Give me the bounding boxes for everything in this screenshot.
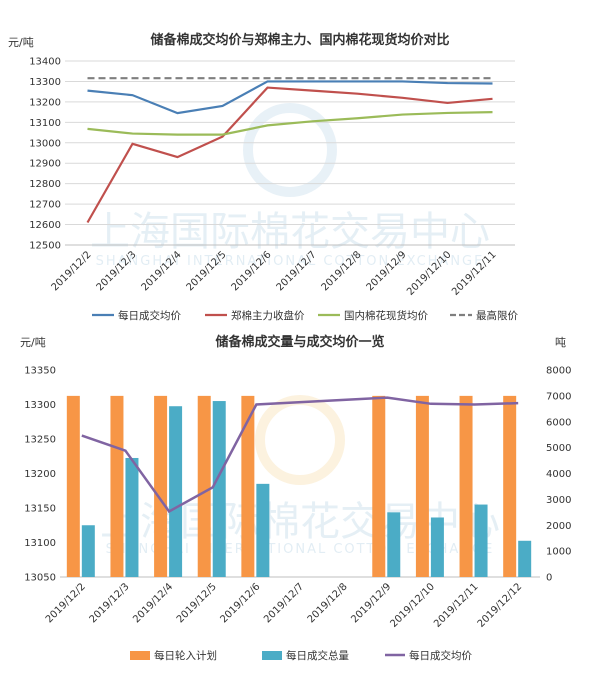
watermark-logo-2 <box>255 395 345 485</box>
legend-label: 每日轮入计划 <box>154 649 217 662</box>
legend-label: 国内棉花现货均价 <box>344 309 428 322</box>
legend-label: 郑棉主力收盘价 <box>231 309 305 322</box>
x-tick-label: 2019/12/10 <box>388 581 437 630</box>
bar <box>503 395 517 577</box>
x-tick-label: 2019/12/11 <box>432 581 481 630</box>
series-line <box>86 86 493 224</box>
bar <box>169 406 183 577</box>
x-tick-label: 2019/12/6 <box>218 581 262 625</box>
bar <box>241 395 255 577</box>
chart2-right-unit: 吨 <box>555 336 566 349</box>
right-y-tick-label: 7000 <box>546 391 571 402</box>
bar <box>256 483 270 577</box>
right-y-tick-label: 0 <box>546 573 552 584</box>
right-y-tick-label: 1000 <box>546 547 571 558</box>
x-tick-label: 2019/12/3 <box>88 581 132 625</box>
left-y-tick-label: 13250 <box>24 435 56 446</box>
x-tick-label: 2019/12/5 <box>175 581 219 625</box>
y-tick-label: 12800 <box>29 179 61 190</box>
x-tick-label: 2019/12/2 <box>44 581 88 625</box>
chart2-left-unit: 元/吨 <box>20 336 46 349</box>
chart2-title: 储备棉成交量与成交均价一览 <box>214 334 384 350</box>
y-tick-label: 12900 <box>29 159 61 170</box>
left-y-tick-label: 13200 <box>24 469 56 480</box>
right-y-tick-label: 8000 <box>546 366 571 377</box>
bar <box>372 395 386 577</box>
legend-label: 每日成交均价 <box>409 649 472 662</box>
x-tick-label: 2019/12/9 <box>349 581 393 625</box>
y-tick-label: 13300 <box>29 77 61 88</box>
right-y-tick-label: 4000 <box>546 469 571 480</box>
bar <box>154 395 168 577</box>
legend-label: 最高限价 <box>476 309 518 322</box>
x-tick-label: 2019/12/7 <box>262 581 306 625</box>
right-y-tick-label: 5000 <box>546 443 571 454</box>
right-y-tick-label: 6000 <box>546 417 571 428</box>
y-tick-label: 12600 <box>29 220 61 231</box>
bar <box>387 512 401 577</box>
y-tick-label: 12700 <box>29 200 61 211</box>
price-comparison-chart: 储备棉成交均价与郑棉主力、国内棉花现货均价对比 元/吨 上海国际棉花交易中心 S… <box>8 32 518 322</box>
series-line <box>87 80 493 115</box>
series-line <box>81 396 519 514</box>
x-tick-label: 2019/12/8 <box>306 581 350 625</box>
bar <box>459 395 473 577</box>
bar <box>474 504 488 577</box>
right-y-tick-label: 2000 <box>546 521 571 532</box>
watermark-subtext: SHANGHAI INTERNATIONAL COTTON EXCHANGE <box>96 254 485 269</box>
series-line <box>87 111 493 136</box>
legend-label: 每日成交均价 <box>118 309 181 322</box>
y-tick-label: 13100 <box>29 118 61 129</box>
y-tick-label: 12500 <box>29 241 61 252</box>
bar <box>415 395 429 577</box>
left-y-tick-label: 13050 <box>24 573 56 584</box>
y-tick-label: 13400 <box>29 57 61 68</box>
x-tick-label: 2019/12/4 <box>131 581 175 625</box>
bar <box>518 540 532 577</box>
chart1-y-unit: 元/吨 <box>8 36 34 49</box>
watermark: 上海国际棉花交易中心 SHANGHAI INTERNATIONAL COTTON… <box>90 103 490 269</box>
y-tick-label: 13000 <box>29 138 61 149</box>
watermark-logo <box>243 103 337 197</box>
y-tick-label: 13200 <box>29 97 61 108</box>
right-y-tick-label: 3000 <box>546 495 571 506</box>
watermark-text: 上海国际棉花交易中心 <box>90 209 490 255</box>
left-y-tick-label: 13350 <box>24 366 56 377</box>
legend-swatch <box>130 651 150 660</box>
left-y-tick-label: 13150 <box>24 504 56 515</box>
left-y-tick-label: 13100 <box>24 538 56 549</box>
left-y-tick-label: 13300 <box>24 400 56 411</box>
bar <box>197 395 211 577</box>
chart1-title: 储备棉成交均价与郑棉主力、国内棉花现货均价对比 <box>149 32 449 48</box>
legend-label: 每日成交总量 <box>286 649 349 662</box>
bar <box>212 401 226 577</box>
bar <box>110 395 124 577</box>
x-tick-label: 2019/12/12 <box>476 581 525 630</box>
bar <box>81 525 95 577</box>
legend-swatch <box>262 651 282 660</box>
bar <box>66 395 80 577</box>
bar <box>430 517 444 577</box>
bar <box>125 457 139 577</box>
